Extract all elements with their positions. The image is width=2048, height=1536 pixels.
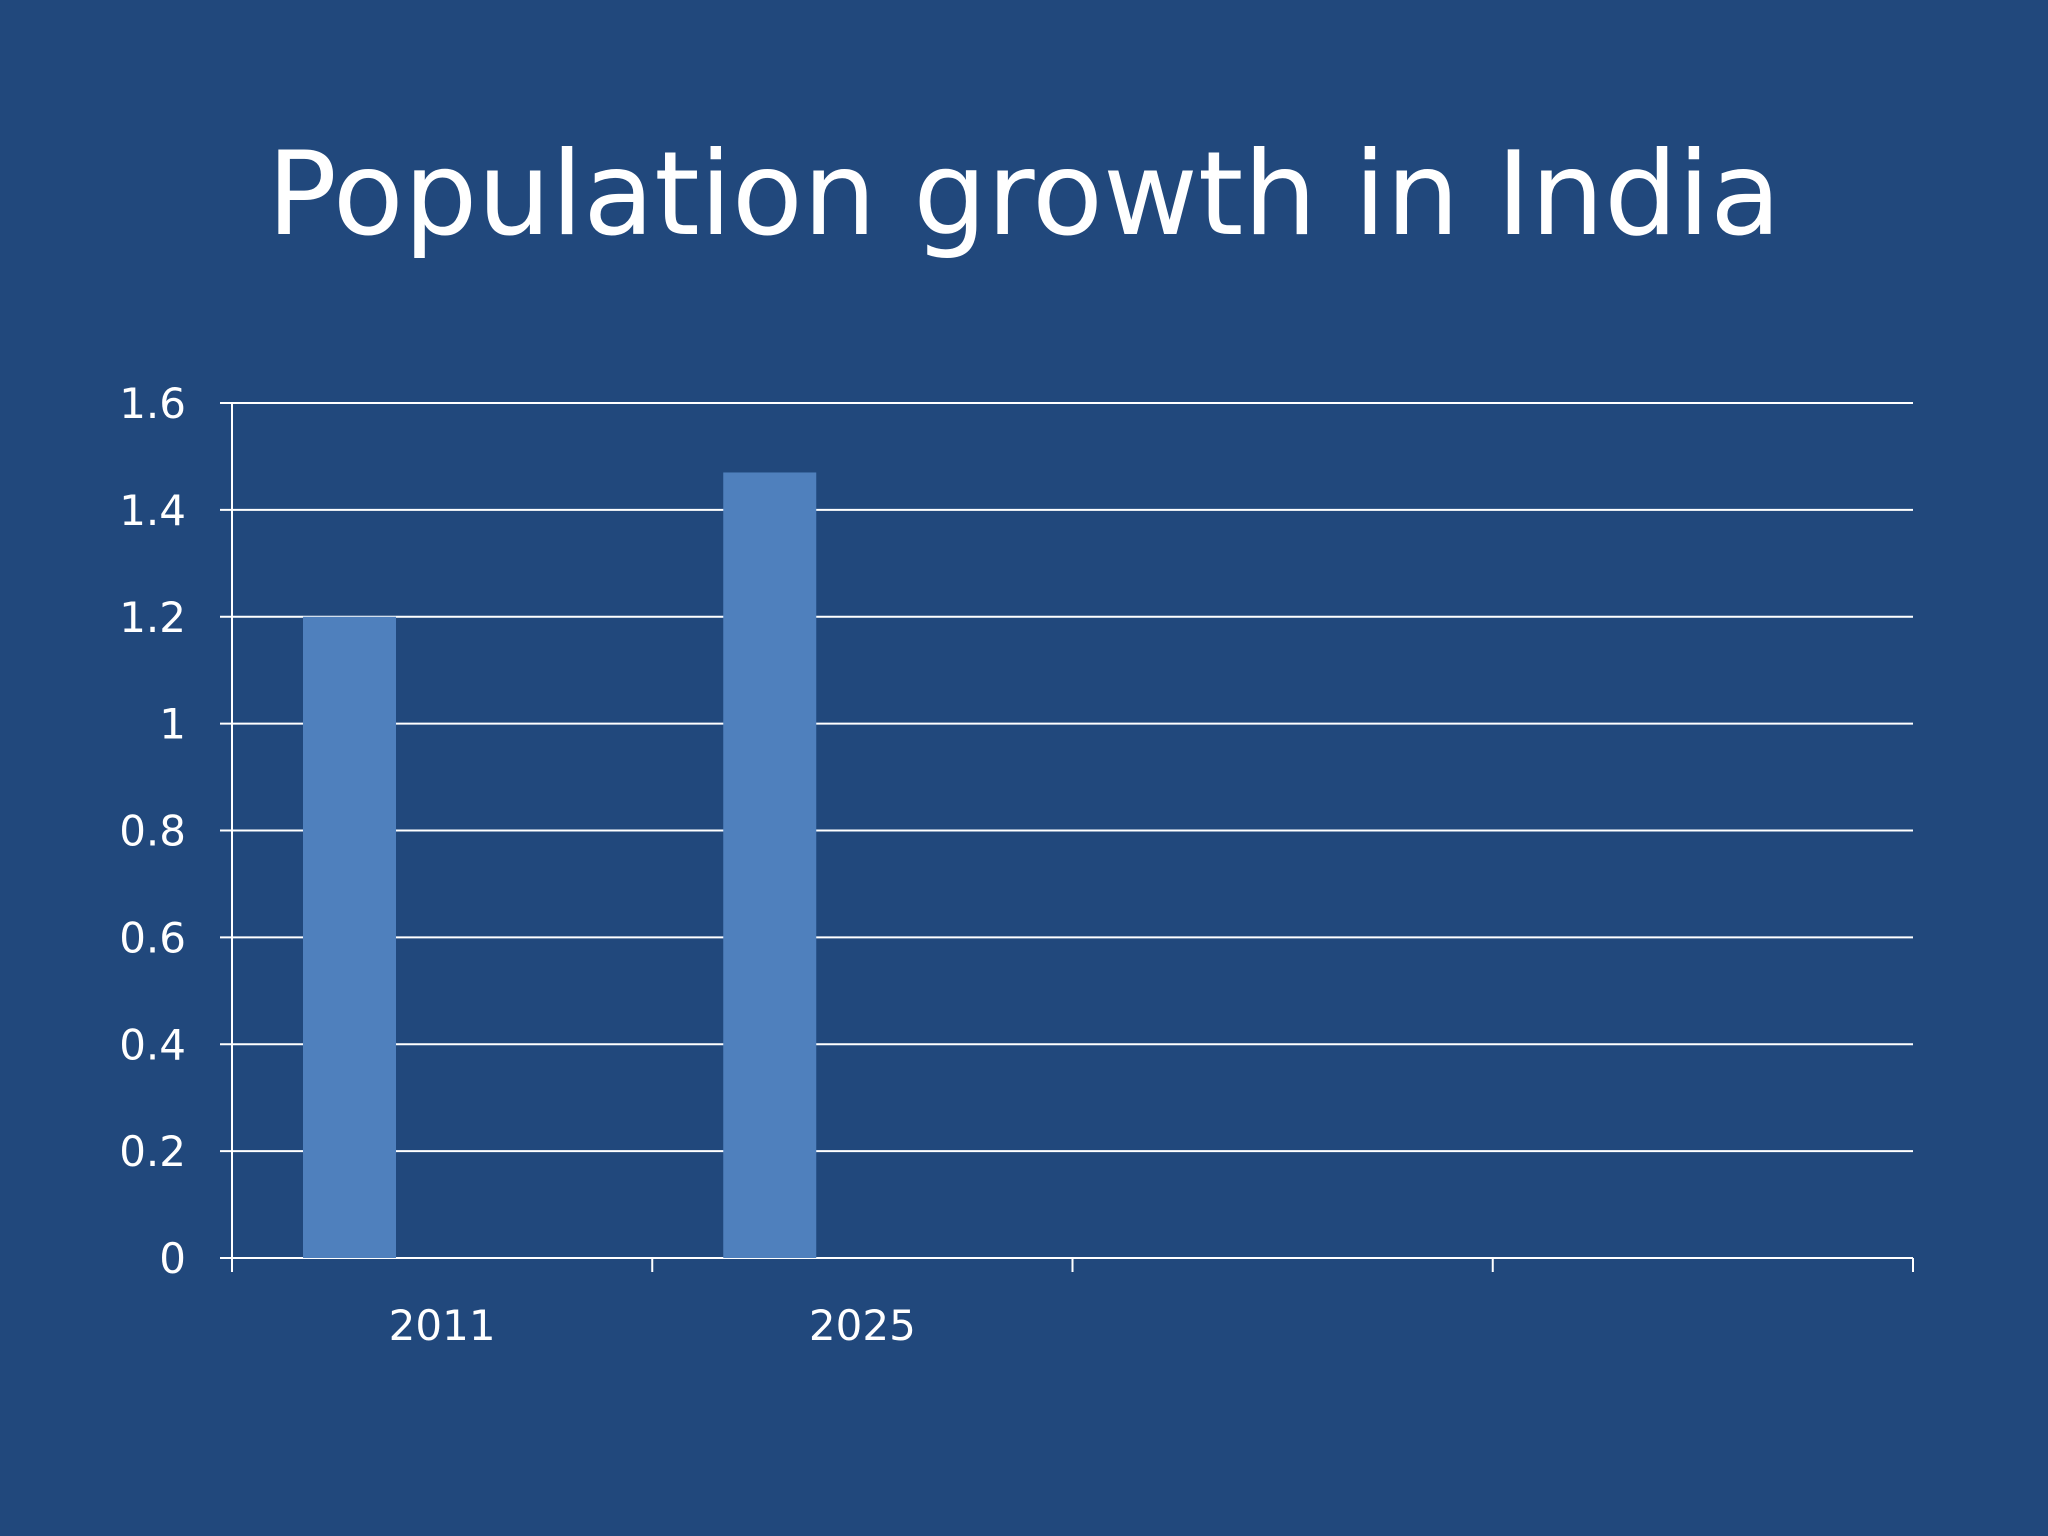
y-tick-label: 1: [159, 700, 186, 749]
y-tick-label: 1.6: [119, 379, 186, 428]
x-tick-label: 2025: [809, 1301, 916, 1350]
bar-2025: [723, 472, 817, 1258]
y-tick-label: 0: [159, 1234, 186, 1283]
y-tick-label: 0.8: [119, 807, 186, 856]
y-tick-label: 0.6: [119, 913, 186, 962]
bar-2011: [303, 616, 396, 1258]
y-tick-label: 0.4: [119, 1020, 186, 1069]
y-tick-label: 1.2: [119, 593, 186, 642]
y-tick-label: 0.2: [119, 1127, 186, 1176]
y-tick-label: 1.4: [119, 486, 186, 535]
x-tick-label: 2011: [389, 1301, 496, 1350]
slide-title: Population growth in India: [266, 127, 1782, 262]
